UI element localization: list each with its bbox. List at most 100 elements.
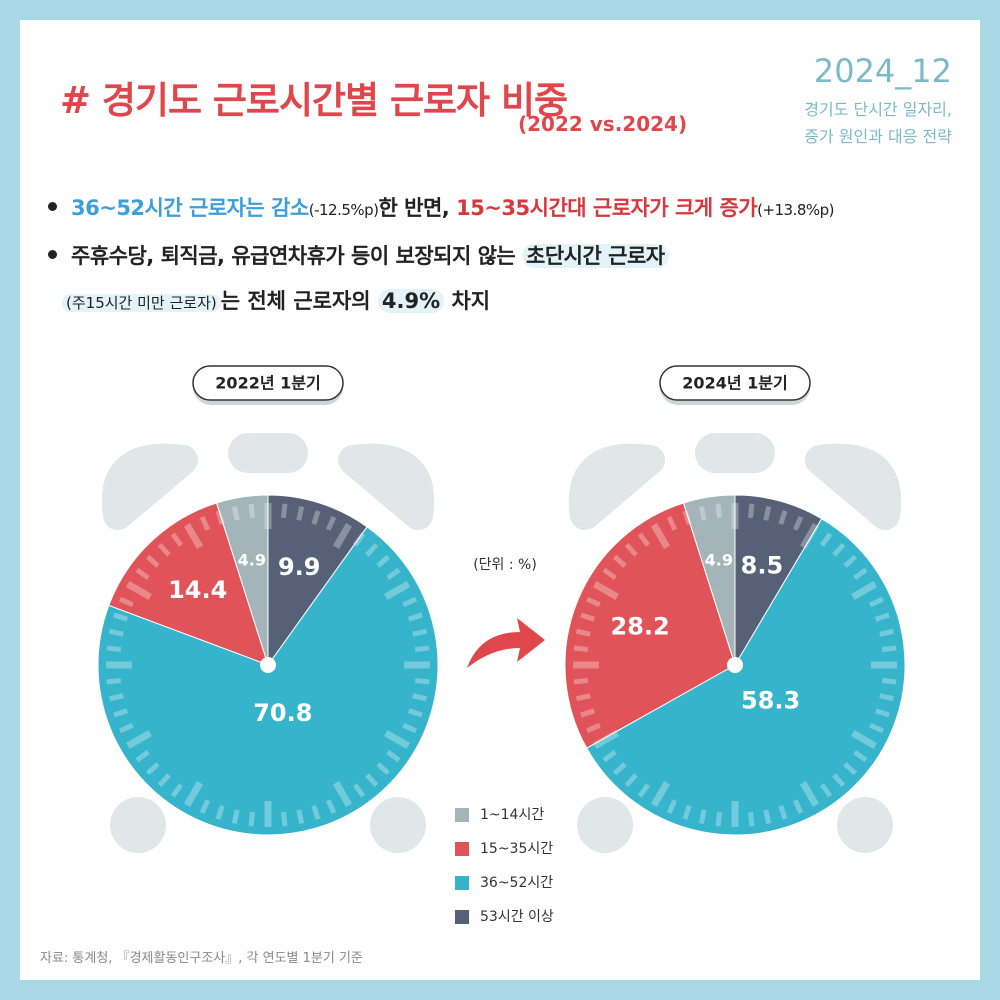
- clock-tick: [650, 781, 671, 808]
- clock-tick: [799, 781, 820, 808]
- clock-tick: [792, 515, 804, 531]
- clock-tick: [763, 506, 772, 521]
- clock-tick: [332, 781, 353, 808]
- clock-tick: [296, 506, 305, 521]
- clock-tick: [666, 515, 678, 531]
- title-pill: [192, 365, 344, 401]
- clock-tick: [311, 510, 321, 526]
- pie-slice: [586, 518, 906, 836]
- text: 15~35시간대 근로자가 크게 증가: [456, 196, 758, 220]
- clock-tick: [851, 729, 878, 750]
- clock-tick: [376, 762, 391, 776]
- clock-tick: [215, 804, 225, 820]
- clock-tick: [763, 809, 772, 824]
- pie-slice: [564, 502, 736, 749]
- clock-tick: [170, 783, 184, 798]
- clock-tick: [881, 645, 897, 653]
- clock-tick: [715, 503, 723, 519]
- bullet-dot: [48, 250, 57, 259]
- clock-tick: [715, 811, 723, 827]
- pie-slice: [97, 526, 439, 836]
- clock-tick: [580, 708, 596, 718]
- text: (주15시간 미만 근로자): [62, 294, 221, 312]
- legend-swatch: [455, 842, 469, 856]
- text: 4.9%: [377, 289, 445, 313]
- clock-tick: [296, 809, 305, 824]
- arrow: [467, 618, 545, 668]
- clock-tick: [157, 542, 171, 557]
- clock-tick: [407, 612, 423, 622]
- data-label: 4.9: [238, 550, 266, 569]
- legend-swatch: [455, 910, 469, 924]
- pie-slice: [108, 502, 269, 666]
- clock-foot: [110, 797, 166, 853]
- clock-tick: [869, 722, 885, 734]
- data-label: 28.2: [611, 613, 670, 641]
- clock-tick: [376, 554, 391, 568]
- chart-title: 2022년 1분기: [215, 374, 320, 393]
- clock-tick: [799, 522, 820, 549]
- data-label: 58.3: [741, 686, 800, 714]
- text: 차지: [444, 289, 491, 313]
- clock-foot: [577, 797, 633, 853]
- clock-tick: [879, 693, 894, 702]
- clock-tick: [402, 596, 418, 608]
- text: 주휴수당, 퇴직금, 유급연차휴가 등이 보장되지 않는: [71, 244, 523, 268]
- clock-tick: [874, 612, 890, 622]
- clock-tick: [851, 580, 878, 601]
- clock-tick: [352, 532, 366, 547]
- source: 자료: 통계청, 『경제활동인구조사』, 각 연도별 1분기 기준: [40, 951, 363, 966]
- clock-tick: [585, 722, 601, 734]
- clock-bell: [805, 443, 902, 530]
- clock-tick: [113, 708, 129, 718]
- report-line: 경기도 단시간 일자리,: [804, 100, 952, 119]
- clock-tick: [170, 532, 184, 547]
- clock-tick: [109, 628, 124, 637]
- clock-tick: [602, 749, 617, 763]
- clock-tick: [106, 677, 122, 685]
- clock-foot: [837, 797, 893, 853]
- bullet-continued: (주15시간 미만 근로자) 는 전체 근로자의 4.9% 차지: [62, 285, 490, 315]
- clock-tick: [576, 628, 591, 637]
- clock-tick: [843, 554, 858, 568]
- legend-label: 15~35시간: [480, 841, 553, 857]
- clock-tick: [365, 773, 379, 788]
- clock-tick: [145, 762, 160, 776]
- data-label: 9.9: [278, 553, 321, 581]
- clock-tick: [311, 804, 321, 820]
- clock-tick: [145, 554, 160, 568]
- clock-tick: [650, 522, 671, 549]
- clock-tick: [386, 749, 401, 763]
- clock-tick: [183, 781, 204, 808]
- clock-tick: [352, 783, 366, 798]
- clock-bell: [101, 443, 198, 530]
- clock-handle: [228, 433, 308, 473]
- clock-tick: [325, 515, 337, 531]
- clock-tick: [135, 567, 150, 581]
- clock-tick: [412, 628, 427, 637]
- report-title: 경기도 단시간 일자리, 증가 원인과 대응 전략: [804, 96, 952, 150]
- clock-tick: [869, 596, 885, 608]
- data-label: 70.8: [253, 699, 312, 727]
- clock-tick: [118, 722, 134, 734]
- report-line: 증가 원인과 대응 전략: [804, 127, 952, 146]
- clock-tick: [113, 612, 129, 622]
- clock-tick: [106, 645, 122, 653]
- clock-center: [727, 657, 743, 673]
- clock-tick: [414, 645, 430, 653]
- data-label: 4.9: [705, 550, 733, 569]
- clock-tick: [853, 749, 868, 763]
- clock-tick: [592, 729, 619, 750]
- clock-tick: [231, 809, 240, 824]
- text: 는 전체 근로자의: [220, 289, 378, 313]
- clock-tick: [682, 510, 692, 526]
- text: 초단시간 근로자: [522, 244, 669, 268]
- clock-tick: [624, 773, 638, 788]
- title-pill: [659, 365, 811, 401]
- content: # 경기도 근로시간별 근로자 비중 (2022 vs.2024) 2024_1…: [20, 20, 980, 980]
- clock-tick: [386, 567, 401, 581]
- clock-tick: [602, 567, 617, 581]
- clock-tick: [248, 811, 256, 827]
